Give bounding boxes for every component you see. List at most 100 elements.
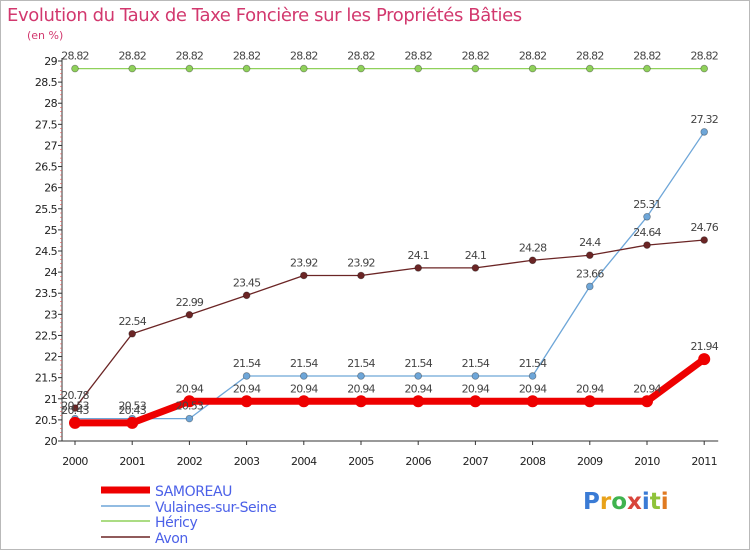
data-label-hericy: 28.82 bbox=[404, 50, 432, 63]
data-point-samoreau bbox=[641, 395, 653, 408]
y-tick-label: 22 bbox=[44, 351, 57, 364]
data-label-hericy: 28.82 bbox=[233, 50, 261, 63]
data-point-samoreau bbox=[355, 395, 367, 408]
data-point-avon bbox=[357, 271, 365, 280]
data-label-hericy: 28.82 bbox=[462, 50, 490, 63]
data-point-samoreau bbox=[126, 416, 139, 429]
data-point-vulaines-sur-seine bbox=[471, 372, 480, 380]
data-label-avon: 23.45 bbox=[233, 276, 261, 289]
logo-letter: r bbox=[599, 489, 612, 515]
data-label-vulaines-sur-seine: 23.66 bbox=[576, 267, 604, 280]
data-point-avon bbox=[299, 271, 308, 280]
data-label-hericy: 28.82 bbox=[176, 50, 204, 63]
x-tick-label: 2007 bbox=[463, 455, 489, 468]
data-point-samoreau bbox=[240, 395, 253, 408]
data-labels: 28.82 28.82 28.82 28.82 28.82 28.82 28.82 28.82… bbox=[61, 50, 719, 417]
data-label-vulaines-sur-seine: 21.54 bbox=[347, 357, 375, 370]
data-label-vulaines-sur-seine: 27.32 bbox=[690, 113, 718, 126]
data-label-vulaines-sur-seine: 21.54 bbox=[404, 357, 432, 370]
y-tick-label: 26.5 bbox=[35, 161, 58, 174]
data-label-avon: 22.99 bbox=[176, 296, 204, 309]
data-point-vulaines-sur-seine bbox=[414, 372, 423, 380]
data-point-vulaines-sur-seine bbox=[700, 128, 708, 136]
data-label-samoreau: 20.43 bbox=[118, 404, 146, 417]
data-label-samoreau: 20.94 bbox=[290, 382, 318, 395]
y-tick-label: 29 bbox=[44, 55, 57, 68]
data-point-hericy bbox=[71, 64, 79, 73]
y-tick-label: 25.5 bbox=[35, 203, 58, 216]
data-label-samoreau: 20.94 bbox=[462, 382, 490, 395]
y-tick-label: 28 bbox=[44, 97, 57, 110]
legend-label-vulaines-sur-seine: Vulaines-sur-Seine bbox=[155, 500, 276, 516]
logo-letter: o bbox=[611, 489, 628, 515]
y-tick-label: 26 bbox=[44, 182, 57, 195]
data-label-hericy: 28.82 bbox=[61, 50, 89, 63]
data-point-samoreau bbox=[297, 395, 310, 408]
data-label-vulaines-sur-seine: 20.53 bbox=[61, 400, 89, 413]
data-label-hericy: 28.82 bbox=[633, 50, 661, 63]
series-line-vulaines-sur-seine bbox=[74, 131, 705, 420]
data-label-hericy: 28.82 bbox=[347, 50, 375, 63]
logo-letter: x bbox=[627, 489, 642, 515]
legend-label-hericy: Héricy bbox=[155, 515, 197, 531]
data-label-samoreau: 20.94 bbox=[519, 382, 547, 395]
data-label-vulaines-sur-seine: 21.54 bbox=[233, 357, 261, 370]
data-point-vulaines-sur-seine bbox=[299, 372, 308, 380]
data-point-hericy bbox=[185, 64, 194, 73]
data-point-vulaines-sur-seine bbox=[242, 372, 251, 380]
data-label-vulaines-sur-seine: 25.31 bbox=[633, 198, 661, 211]
y-tick-label: 21.5 bbox=[35, 372, 58, 385]
data-label-vulaines-sur-seine: 21.54 bbox=[290, 357, 318, 370]
data-point-samoreau bbox=[412, 395, 425, 408]
data-label-samoreau: 20.94 bbox=[347, 382, 375, 395]
data-point-samoreau bbox=[698, 353, 711, 366]
data-point-samoreau bbox=[183, 395, 196, 408]
data-point-vulaines-sur-seine bbox=[585, 282, 594, 291]
data-point-avon bbox=[700, 236, 708, 244]
data-point-samoreau bbox=[583, 395, 596, 408]
data-label-vulaines-sur-seine: 20.53 bbox=[118, 400, 146, 413]
data-point-avon bbox=[528, 256, 537, 265]
data-label-hericy: 28.82 bbox=[576, 50, 604, 63]
data-label-avon: 23.92 bbox=[347, 256, 375, 269]
x-tick-label: 2001 bbox=[119, 455, 145, 468]
data-point-vulaines-sur-seine bbox=[185, 414, 194, 423]
data-label-hericy: 28.82 bbox=[519, 50, 547, 63]
logo-letter: i bbox=[641, 489, 650, 515]
data-point-vulaines-sur-seine bbox=[643, 213, 651, 221]
data-point-hericy bbox=[700, 64, 708, 73]
x-tick-label: 2003 bbox=[234, 455, 260, 468]
data-label-hericy: 28.82 bbox=[118, 50, 146, 63]
series-lines bbox=[71, 67, 708, 427]
data-point-hericy bbox=[585, 64, 594, 73]
data-point-samoreau bbox=[526, 395, 539, 408]
data-point-avon bbox=[471, 264, 480, 272]
data-label-samoreau: 21.94 bbox=[690, 340, 718, 353]
y-tick-label: 24 bbox=[44, 266, 57, 279]
data-label-avon: 24.28 bbox=[519, 241, 547, 254]
x-tick-label: 2009 bbox=[577, 455, 603, 468]
data-point-avon bbox=[185, 310, 194, 319]
series-points bbox=[69, 64, 711, 429]
data-point-hericy bbox=[299, 64, 308, 73]
chart-axes: 20 20.5 21 21.5 22 22.5 23 23.5 24 24.5 25 25.5 26 26… bbox=[35, 55, 719, 468]
data-point-vulaines-sur-seine bbox=[528, 372, 537, 380]
data-point-hericy bbox=[471, 64, 480, 73]
y-tick-label: 23 bbox=[44, 308, 57, 321]
data-label-avon: 24.1 bbox=[408, 249, 429, 262]
x-tick-label: 2005 bbox=[348, 455, 374, 468]
y-tick-label: 23.5 bbox=[35, 287, 58, 300]
data-label-avon: 23.92 bbox=[290, 256, 318, 269]
logo-letter: t bbox=[649, 489, 661, 515]
data-point-avon bbox=[71, 404, 79, 412]
data-label-samoreau: 20.94 bbox=[176, 382, 204, 395]
data-label-samoreau: 20.94 bbox=[576, 382, 604, 395]
data-label-samoreau: 20.43 bbox=[61, 404, 89, 417]
y-tick-label: 25 bbox=[44, 224, 57, 237]
data-label-vulaines-sur-seine: 21.54 bbox=[519, 357, 547, 370]
series-line-samoreau bbox=[71, 355, 708, 427]
data-label-samoreau: 20.94 bbox=[404, 382, 432, 395]
data-point-avon bbox=[643, 241, 651, 249]
